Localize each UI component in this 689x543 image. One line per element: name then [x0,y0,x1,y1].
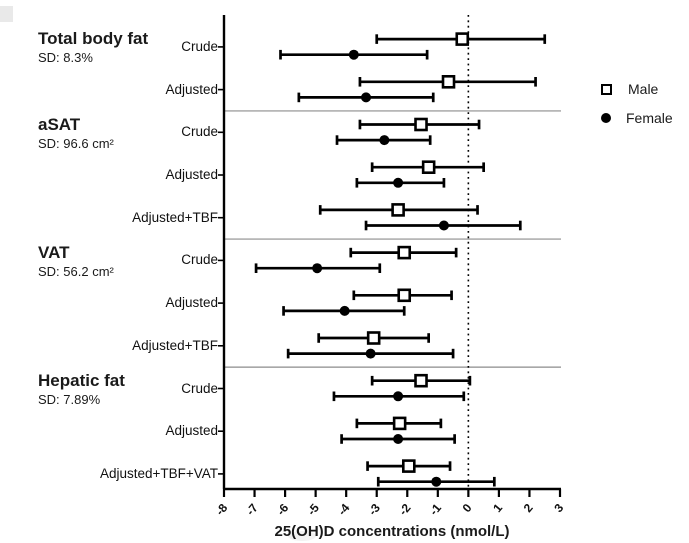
male-point-marker [414,373,428,388]
x-tick-label: -7 [243,501,261,518]
group-title: Hepatic fat [38,370,125,390]
group-title: aSAT [38,114,81,134]
female-circle-icon [601,113,611,123]
x-tick-label: 2 [521,501,536,515]
row-label: Adjusted+TBF [132,337,218,353]
x-tick-label: 1 [490,501,505,515]
row-label: Adjusted [165,423,218,439]
group-sd-label: SD: 56.2 cm² [38,263,114,279]
group-sd-label: SD: 8.3% [38,50,93,66]
row-label: Crude [181,252,218,268]
female-point-marker [438,220,449,231]
x-tick-label: -6 [274,501,292,518]
x-axis-title: 25(OH)D concentrations (nmol/L) [274,523,510,540]
female-point-marker [361,92,372,103]
legend: Male Female [598,78,673,136]
male-point-marker [401,459,416,473]
female-point-marker [431,476,442,487]
male-square-icon [601,83,612,95]
row-label: Adjusted+TBF+VAT [99,465,218,481]
group-title: VAT [38,242,70,262]
female-point-marker [312,263,323,274]
x-tick-label: 3 [551,501,566,515]
female-point-marker [365,348,376,359]
male-point-marker [414,117,428,132]
legend-label-male: Male [628,81,659,97]
female-point-marker [379,135,390,146]
male-point-marker [421,160,436,174]
female-point-marker [348,49,359,60]
legend-label-female: Female [626,110,673,126]
row-label: Adjusted+TBF [132,209,218,225]
x-tick-label: -2 [396,501,414,518]
female-point-marker [393,434,404,444]
female-point-marker [339,305,350,316]
male-point-marker [455,32,470,46]
row-label: Adjusted [165,167,218,182]
x-tick-label: -3 [365,501,383,518]
ui-artifact [0,6,13,22]
male-point-marker [392,416,407,431]
group-title: Total body fat [38,29,149,49]
female-point-marker [393,391,404,402]
x-tick-label: -1 [427,501,445,518]
female-point-marker [393,177,404,188]
group-sd-label: SD: 7.89% [38,391,101,407]
legend-item-male: Male [598,78,673,100]
male-point-marker [397,245,412,260]
x-tick-label: 0 [460,501,475,515]
x-tick-label: -4 [335,501,353,518]
legend-item-female: Female [598,107,673,129]
male-point-marker [441,75,456,89]
male-point-marker [366,331,381,345]
group-sd-label: SD: 96.6 cm² [38,135,114,151]
smudge-artifact [288,531,316,541]
x-tick-label: -5 [304,501,322,518]
male-point-marker [397,288,412,303]
x-tick-label: -8 [213,501,231,518]
row-label: Crude [181,124,218,140]
row-label: Crude [181,380,218,396]
row-label: Crude [181,38,218,54]
row-label: Adjusted [165,81,218,97]
male-point-marker [391,203,405,217]
row-label: Adjusted [165,295,218,311]
